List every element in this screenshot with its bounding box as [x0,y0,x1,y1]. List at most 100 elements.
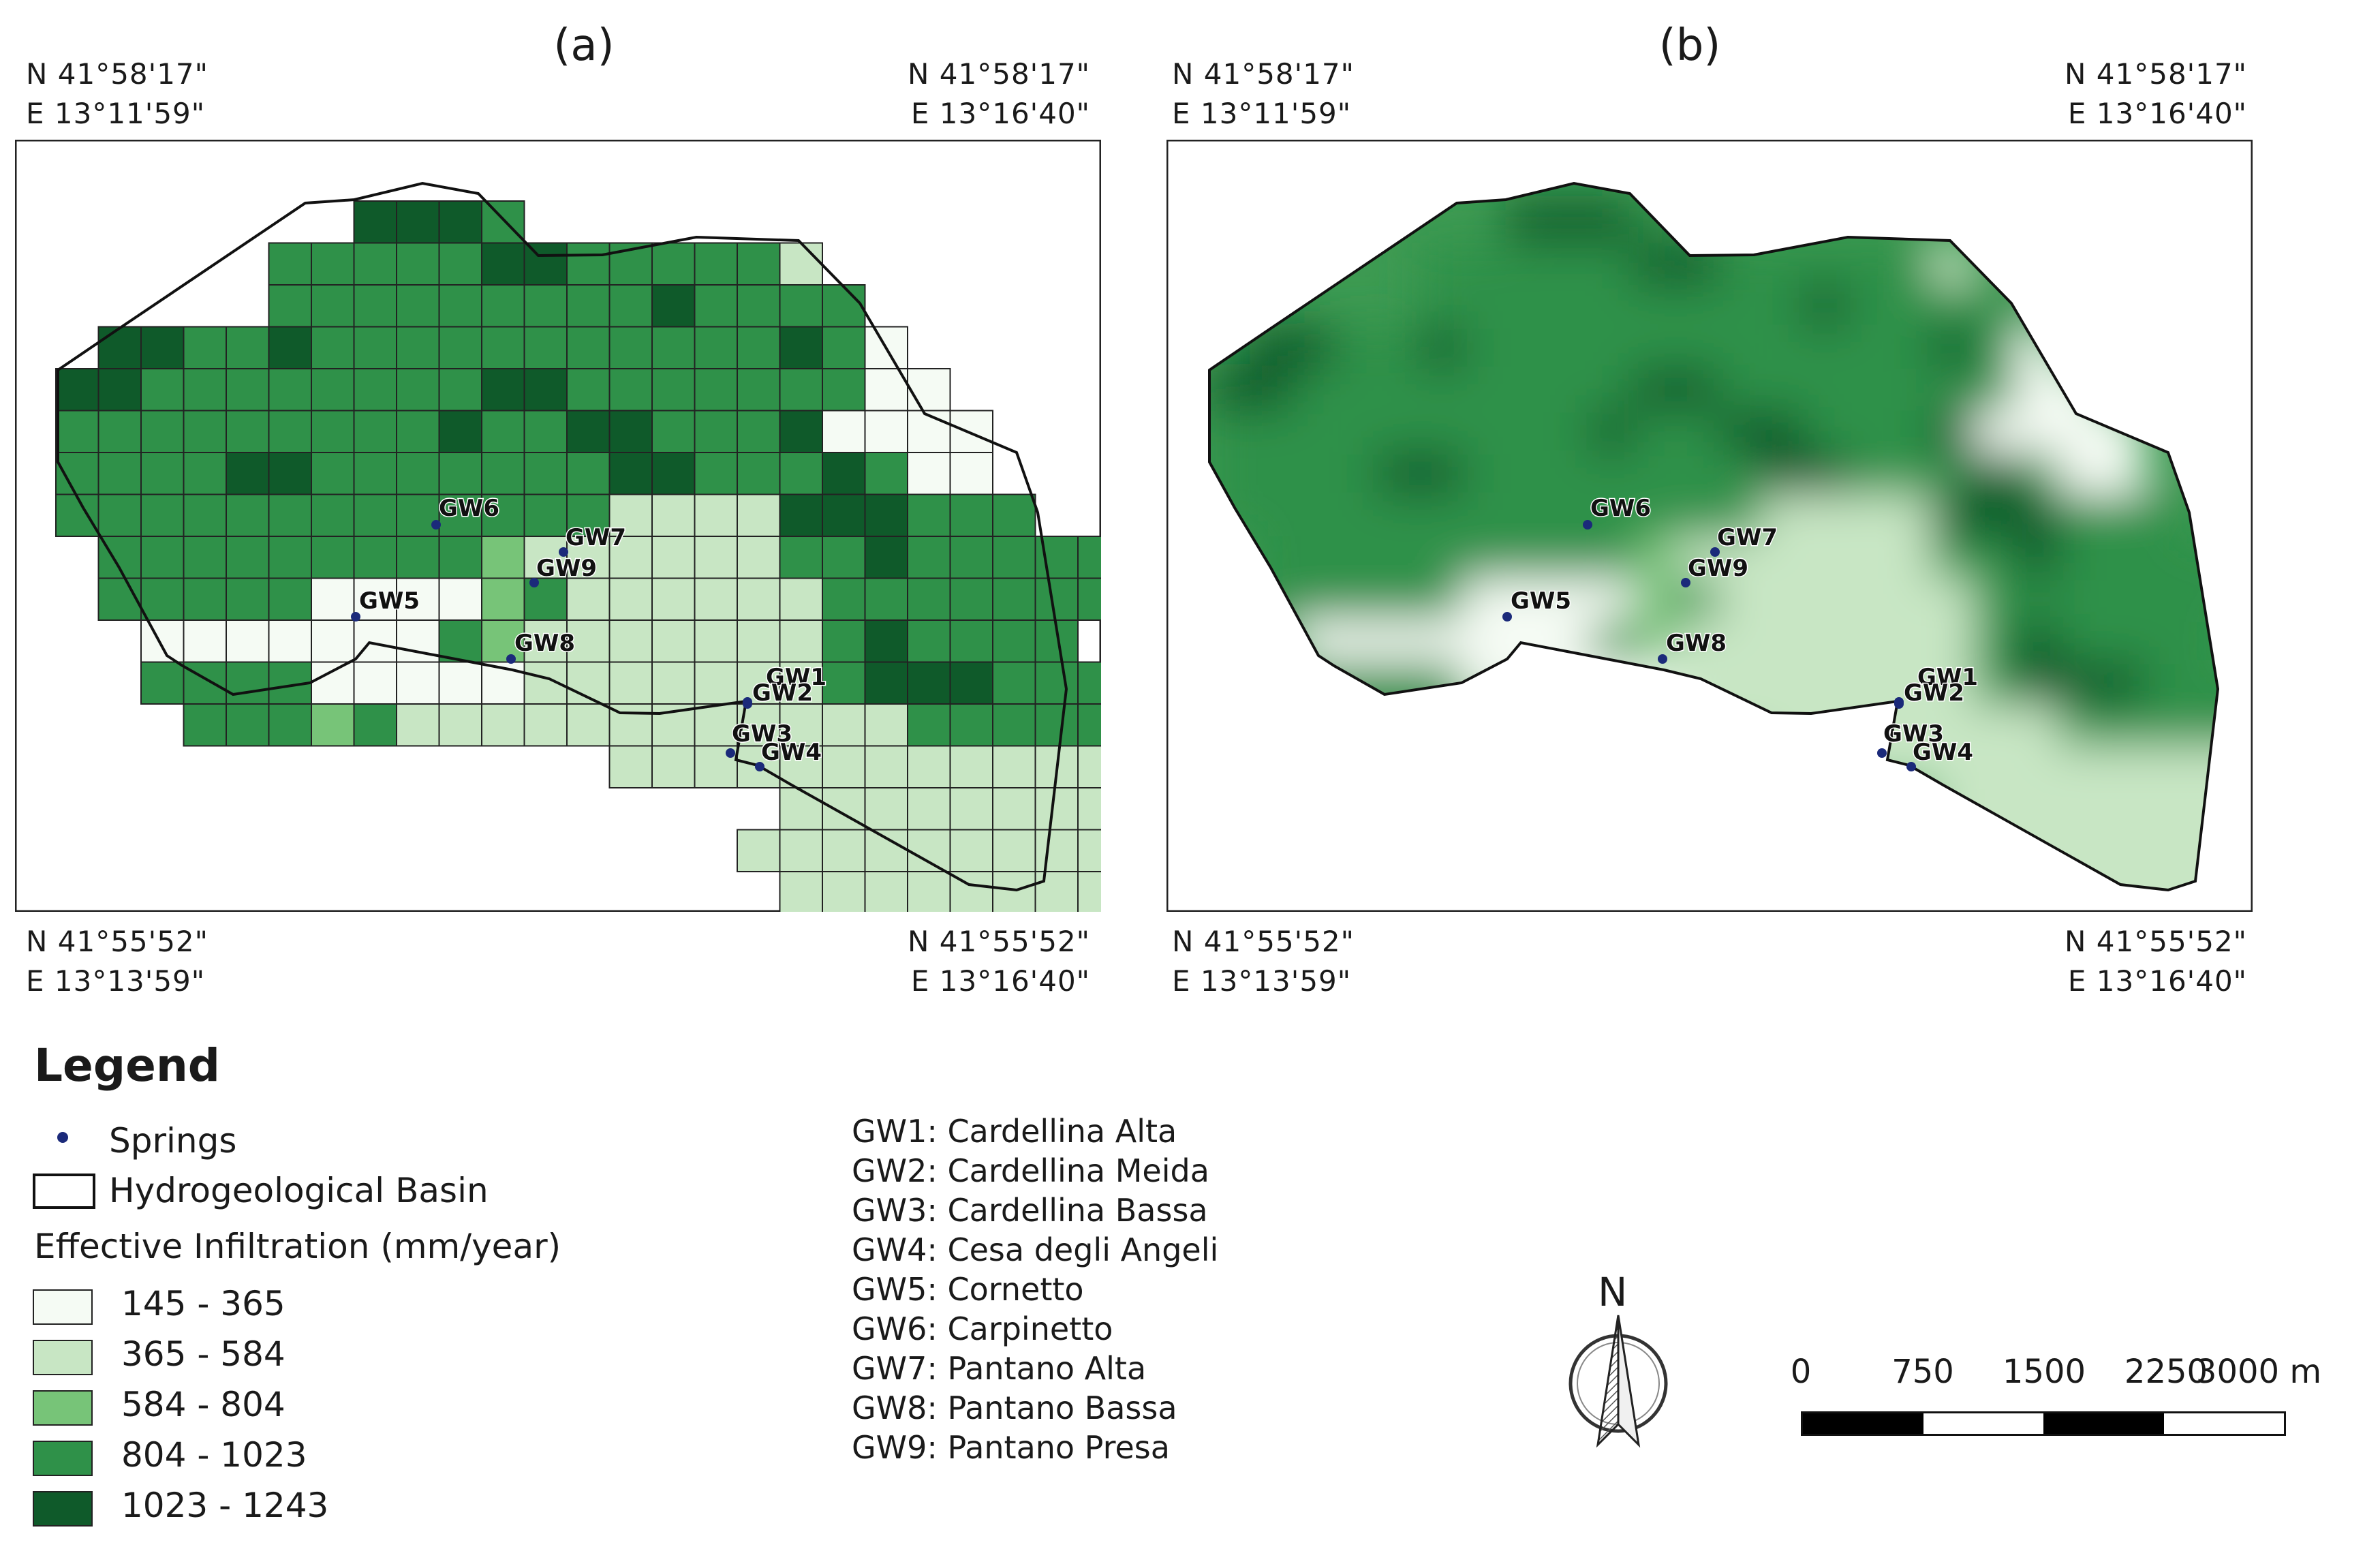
grid-cell [140,619,185,663]
grid-cell [523,452,568,495]
grid-cell [1846,536,1889,579]
grid-cell [1761,410,1804,453]
grid-cell [1293,494,1335,536]
spring-label: GW4 [761,739,822,766]
grid-cell [651,326,696,369]
spring-point [1658,654,1667,664]
panel-a-sw-coord: N 41°55'52" E 13°13'59" [26,922,208,1001]
grid-cell [2101,829,2144,872]
grid-cell [140,410,185,453]
grid-cell [55,493,99,537]
grid-cell [949,410,993,453]
spring-point [559,547,568,557]
grid-cell [226,368,270,412]
grid-cell [438,326,482,369]
grid-cell [396,368,440,412]
grid-cell [2016,453,2059,495]
grid-cell [1889,243,1932,285]
scale-segment [2043,1413,2164,1434]
scale-bar-segments [1801,1411,2286,1436]
grid-cell [311,536,355,579]
grid-cell [226,703,270,747]
grid-cell [1378,620,1421,662]
spring-label: GW5 [359,587,420,615]
grid-cell [864,619,908,663]
grid-cell [992,661,1036,705]
grid-cell [1548,326,1591,369]
grid-cell [651,368,696,412]
grid-cell [1548,453,1591,495]
grid-cell [481,326,525,369]
grid-cell [2059,662,2102,704]
grid-cell [1889,285,1932,327]
grid-cell [311,493,355,537]
grid-cell [694,326,738,369]
grid-cell [2016,369,2059,411]
grid-cell [1420,369,1463,411]
grid-cell [651,493,696,537]
grid-cell [1931,536,1974,579]
grid-cell [1718,326,1761,369]
grid-cell [226,452,270,495]
grid-cell [737,577,781,621]
panel-a-sw-lat: N 41°55'52" [26,925,208,958]
grid-cell [311,326,355,369]
grid-cell [1548,243,1591,285]
grid-cell [268,703,312,747]
grid-cell [311,452,355,495]
grid-cell [608,703,653,747]
grid-cell [608,452,653,495]
grid-cell [1034,787,1079,831]
grid-cell [1590,410,1633,453]
grid-cell [822,493,866,537]
grid-cell [2101,746,2144,788]
grid-cell [2016,494,2059,536]
grid-cell [1804,369,1846,411]
grid-cell [396,577,440,621]
grid-cell [353,619,397,663]
grid-cell [608,745,653,788]
grid-cell [1718,369,1761,411]
grid-cell [1250,453,1293,495]
grid-cell [523,619,568,663]
grid-cell [1846,494,1889,536]
basin-outline-swatch [33,1174,95,1209]
grid-cell [992,787,1036,831]
grid-cell [183,368,227,412]
grid-cell [1889,620,1932,662]
panel-b-nw-coord: N 41°58'17" E 13°11'59" [1172,55,1355,134]
grid-cell [2059,620,2102,662]
grid-cell [822,577,866,621]
grid-cell [822,661,866,705]
grid-cell [1846,620,1889,662]
grid-cell [779,619,823,663]
grid-cell [1931,662,1974,704]
grid-cell [438,493,482,537]
grid-cell [438,242,482,286]
grid-cell [992,745,1036,788]
grid-cell [694,536,738,579]
grid-cell [1420,453,1463,495]
grid-cell [353,284,397,328]
grid-cell [2101,578,2144,620]
grid-cell [2059,453,2102,495]
grid-cell [183,661,227,705]
grid-cell [1548,536,1591,579]
grid-cell [1804,578,1846,620]
grid-cell [907,787,951,831]
grid-cell [1889,536,1932,579]
grid-cell [779,410,823,453]
grid-cell [864,703,908,747]
grid-cell [1420,243,1463,285]
grid-cell [1505,201,1548,243]
grid-cell [55,452,99,495]
grid-cell [2144,578,2187,620]
grid-cell [1335,326,1378,369]
grid-cell [438,410,482,453]
panel-a-sw-lon: E 13°13'59" [26,964,206,998]
grid-cell [1293,326,1335,369]
grid-cell [396,284,440,328]
grid-cell [2144,536,2187,579]
legend-swatch [33,1441,93,1476]
grid-cell [311,284,355,328]
